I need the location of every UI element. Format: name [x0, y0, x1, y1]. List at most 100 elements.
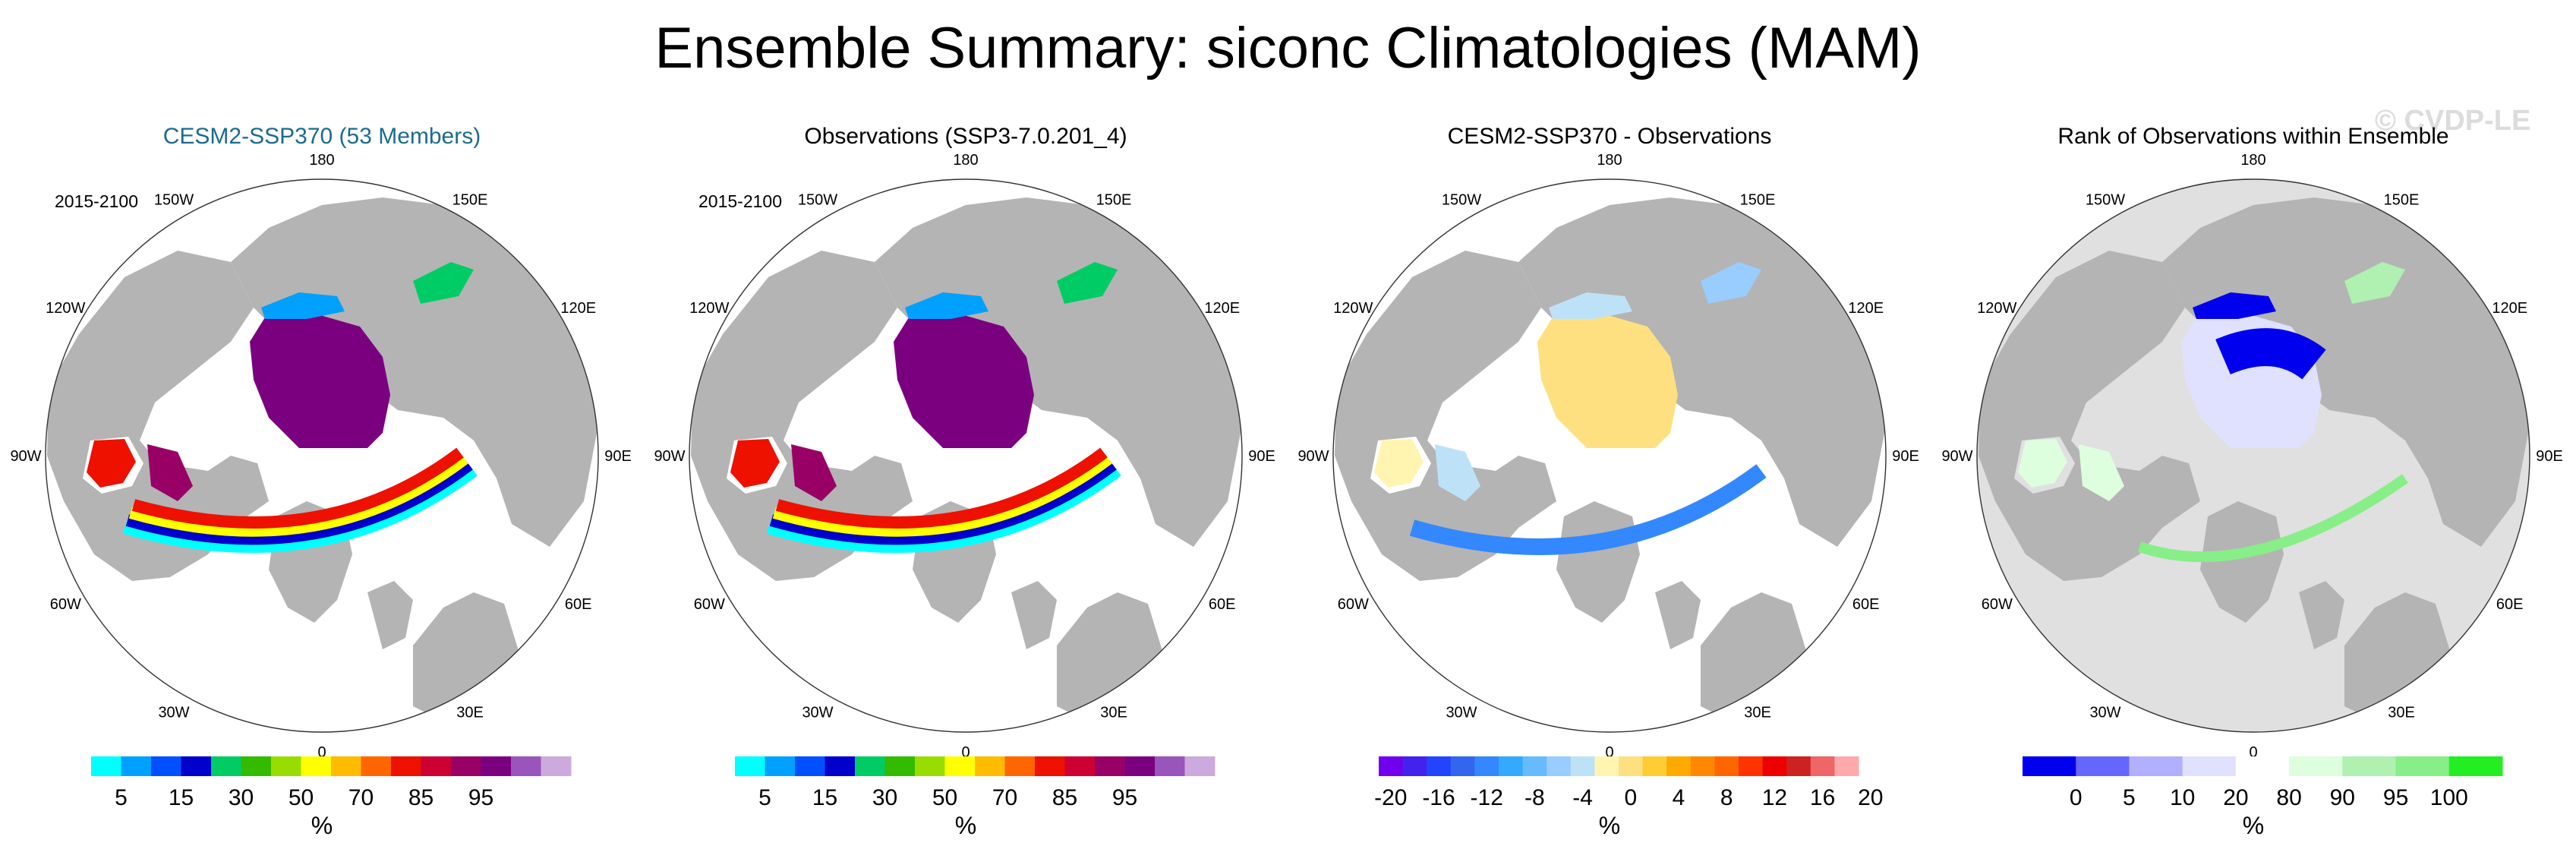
land-north-america: [1335, 251, 1556, 581]
land-asia: [2162, 197, 2530, 547]
lon-label: 120W: [1977, 300, 2016, 317]
colorbar-label: 15: [812, 785, 837, 810]
ice-edge-band: [128, 453, 468, 537]
watermark: © CVDP-LE: [2375, 105, 2531, 137]
colorbar-label: -8: [1524, 785, 1545, 810]
colorbar-label: 50: [288, 785, 314, 810]
diff-chukchi: [1549, 292, 1632, 319]
lon-label: 90W: [10, 448, 41, 465]
lon-label: 60E: [2496, 596, 2524, 613]
lon-label: 150E: [1740, 191, 1776, 208]
colorbar-unit: %: [2243, 812, 2264, 839]
colorbar-swatch: [2395, 756, 2450, 776]
lon-label: 0: [961, 744, 970, 761]
colorbar-label: -16: [1422, 785, 1455, 810]
colorbar-swatch: [1124, 756, 1156, 776]
land-scandinavia: [1011, 581, 1057, 649]
land-asia: [1518, 197, 1886, 547]
colorbar-label: -4: [1572, 785, 1593, 810]
lon-label: 90W: [1941, 448, 1972, 465]
colorbar-swatch: [1810, 756, 1835, 776]
lon-label: 120W: [689, 300, 729, 317]
colorbar-swatch: [2023, 756, 2076, 776]
colorbar-swatch: [451, 756, 481, 776]
colorbar-swatch: [1402, 756, 1427, 776]
lon-label: 0: [2249, 744, 2257, 761]
lon-label: 180: [953, 152, 978, 169]
colorbar-swatch: [91, 756, 121, 776]
lon-label: 150W: [154, 191, 194, 208]
diff-ice-edge: [1409, 464, 1767, 555]
lon-label: 150W: [2086, 191, 2125, 208]
lon-label: 120W: [1333, 300, 1373, 317]
colorbar-swatch: [1834, 756, 1859, 776]
colorbar-swatch: [825, 756, 856, 776]
colorbar-label: 95: [468, 785, 493, 810]
lon-label: 120W: [46, 300, 85, 317]
colorbar-label: 12: [1762, 785, 1787, 810]
colorbar-swatch: [1155, 756, 1185, 776]
ice-edge-band: [125, 459, 473, 545]
colorbar-label: 4: [1673, 785, 1685, 810]
rank-okhotsk: [2344, 262, 2405, 304]
panel-title: Rank of Observations within Ensemble: [2057, 124, 2449, 149]
colorbar-swatch: [735, 756, 765, 776]
lon-label: 120E: [560, 300, 596, 317]
ice-edge-band: [772, 453, 1112, 537]
lon-label: 90E: [1248, 448, 1275, 465]
map-border: [1976, 178, 2530, 733]
colorbar-swatch: [855, 756, 885, 776]
colorbar-label: 50: [932, 785, 957, 810]
lon-label: 180: [309, 152, 334, 169]
colorbar-label: 85: [1052, 785, 1077, 810]
polar-map: 180 150E 120E 90E 60E 30E 0 30W 60W 90W 120W 150W -2…: [1297, 152, 1919, 839]
colorbar-swatch: [795, 756, 825, 776]
colorbar-swatch: [481, 756, 512, 776]
colorbar-swatch: [2076, 756, 2130, 776]
ice-hudson: [87, 439, 136, 488]
land-north-america: [691, 251, 913, 581]
ice-edge-band: [775, 447, 1108, 529]
colorbar-swatch: [1642, 756, 1667, 776]
land-asia: [231, 197, 598, 547]
colorbar-swatch: [1786, 756, 1811, 776]
lon-label: 180: [1597, 152, 1622, 169]
land-scandinavia: [2299, 581, 2344, 649]
lon-label: 120E: [2492, 300, 2527, 317]
colorbar-swatch: [1499, 756, 1524, 776]
colorbar-swatch: [1379, 756, 1404, 776]
lon-label: 60W: [1982, 596, 2013, 613]
colorbar-swatch: [944, 756, 976, 776]
colorbar-label: 8: [1720, 785, 1733, 810]
colorbar-swatch: [1666, 756, 1692, 776]
colorbar-swatch: [361, 756, 392, 776]
lon-label: 90W: [654, 448, 685, 465]
colorbar-swatch: [151, 756, 181, 776]
period-label: 2015-2100: [698, 191, 782, 211]
lon-label: 90E: [2536, 448, 2563, 465]
colorbar-swatch: [1594, 756, 1619, 776]
lon-label: 150E: [452, 191, 488, 208]
colorbar-swatch: [391, 756, 421, 776]
rank-baffin: [2079, 444, 2124, 501]
lon-label: 150W: [1442, 191, 1481, 208]
lon-label: 60W: [1338, 596, 1369, 613]
colorbar-swatch: [1547, 756, 1572, 776]
land-north-america: [47, 251, 269, 581]
colorbar-swatch: [2448, 756, 2503, 776]
colorbar-swatch: [1522, 756, 1547, 776]
colorbar-swatch: [511, 756, 541, 776]
panel-title: Observations (SSP3-7.0.201_4): [804, 124, 1127, 149]
colorbar-label: 0: [2070, 785, 2083, 810]
colorbar-swatch: [915, 756, 945, 776]
colorbar-swatch: [1762, 756, 1787, 776]
lon-label: 120E: [1848, 300, 1884, 317]
colorbar-swatch: [975, 756, 1005, 776]
diff-central-arctic: [1537, 311, 1678, 448]
colorbar-label: 30: [872, 785, 897, 810]
colorbar-label: -12: [1471, 785, 1503, 810]
ice-central-arctic: [894, 311, 1034, 448]
ice-edge-band: [766, 466, 1121, 553]
lon-label: 30W: [802, 705, 833, 721]
main-title: Ensemble Summary: siconc Climatologies (…: [654, 16, 1922, 80]
